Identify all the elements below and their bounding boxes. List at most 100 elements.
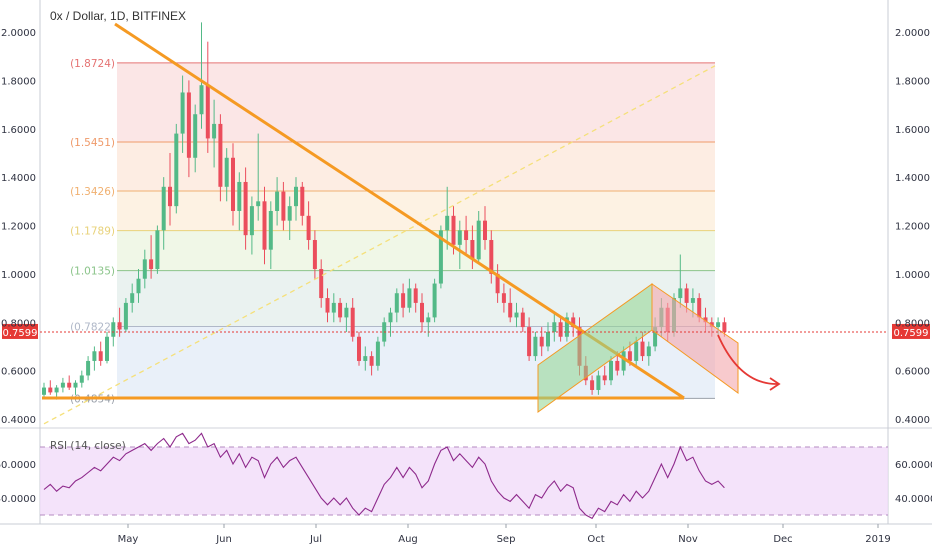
candle-body: [174, 133, 179, 207]
projection-arrow: [717, 334, 779, 385]
candle-body: [193, 114, 198, 158]
fib-level-label: (1.1789): [70, 226, 115, 238]
candle-body: [426, 317, 431, 323]
fib-zone: [117, 191, 715, 231]
x-tick-label: Sep: [497, 534, 516, 545]
candle-body: [363, 356, 368, 361]
candle-body: [602, 375, 607, 381]
y-tick-label-left: 2.0000: [1, 28, 36, 39]
candle-body: [48, 387, 53, 393]
y-tick-label-left: 1.6000: [1, 125, 36, 136]
rsi-line: [43, 432, 725, 520]
y-tick-label-right: 0.4000: [895, 415, 930, 426]
candle-body: [205, 85, 210, 139]
candle-body: [212, 123, 217, 139]
candle-body: [312, 240, 317, 270]
candle-body: [325, 298, 330, 313]
candle-body: [716, 322, 721, 328]
y-tick-label-left: 1.0000: [1, 270, 36, 281]
candle-body: [168, 186, 172, 207]
candle-body: [375, 341, 380, 366]
x-tick-label: Jul: [309, 534, 322, 545]
candle-body: [684, 288, 689, 303]
candle-body: [287, 206, 292, 221]
rsi-tick-label-right: 60.0000: [895, 460, 932, 471]
candle-body: [67, 382, 72, 388]
candle-body: [98, 351, 103, 361]
candle-body: [319, 269, 324, 299]
y-tick-label-left: 1.2000: [1, 222, 36, 233]
rsi-tick-label-left: 40.0000: [0, 494, 36, 505]
y-tick-label-left: 0.4000: [1, 415, 36, 426]
candle-body: [476, 220, 481, 260]
candle-body: [445, 215, 450, 231]
candle-body: [161, 186, 166, 231]
candle-body: [527, 327, 532, 357]
candle-body: [149, 259, 154, 270]
candle-body: [489, 240, 494, 274]
y-tick-label-right: 1.0000: [895, 270, 930, 281]
fib-zone: [117, 142, 715, 192]
candle-body: [262, 201, 267, 250]
candle-body: [357, 336, 361, 361]
candle-body: [457, 230, 462, 245]
candle-body: [646, 346, 651, 357]
candle-body: [590, 380, 595, 390]
candle-body: [60, 382, 65, 388]
candle-body: [621, 351, 626, 371]
candle-body: [388, 312, 393, 323]
y-tick-label-left: 1.4000: [1, 173, 36, 184]
candle-body: [42, 387, 46, 395]
candle-body: [640, 341, 645, 357]
y-tick-label-right: 1.8000: [895, 76, 930, 87]
fib-level-label: (1.5451): [70, 137, 115, 149]
candle-body: [401, 293, 406, 308]
last-price-label-right: 0.7599: [894, 328, 929, 339]
x-tick-label: Dec: [773, 534, 792, 545]
candle-body: [520, 312, 525, 328]
candle-body: [596, 375, 601, 390]
descending-channel: [651, 283, 739, 394]
candle-body: [294, 186, 298, 207]
candle-body: [306, 215, 311, 241]
candle-body: [111, 322, 116, 337]
candle-body: [483, 220, 487, 241]
y-tick-label-left: 0.6000: [1, 367, 36, 378]
fib-zone: [117, 230, 715, 271]
y-tick-label-right: 0.8000: [895, 318, 930, 329]
candle-body: [231, 157, 235, 211]
candle-body: [394, 293, 399, 313]
candle-body: [413, 288, 418, 303]
drawing-annotations: 0.7599 0.7599: [2, 22, 930, 425]
x-tick-label: Jun: [215, 534, 232, 545]
candle-body: [123, 302, 128, 330]
candle-body: [558, 322, 563, 337]
candle-body: [432, 283, 437, 318]
candle-body: [79, 375, 84, 383]
candle-body: [533, 336, 538, 357]
candle-body: [224, 157, 229, 187]
candle-body: [136, 278, 141, 294]
candle-body: [92, 351, 97, 361]
last-price-label-left: 0.7599: [3, 328, 38, 339]
candle-body: [678, 288, 683, 299]
candle-body: [350, 307, 355, 337]
candle-body: [73, 382, 78, 388]
candle-body: [697, 298, 702, 318]
candle-body: [369, 356, 374, 366]
candle-body: [249, 206, 254, 236]
candle-body: [552, 322, 557, 332]
fib-level-label: (1.0135): [70, 266, 115, 278]
candle-body: [420, 302, 424, 323]
candle-body: [470, 240, 475, 260]
candle-body: [539, 336, 544, 347]
candle-body: [281, 191, 286, 221]
candle-body: [438, 230, 443, 284]
candle-body: [407, 288, 412, 308]
candle-body: [703, 317, 708, 323]
candle-body: [722, 322, 727, 332]
candle-body: [690, 298, 695, 303]
candle-body: [268, 210, 273, 250]
candle-body: [186, 92, 191, 158]
